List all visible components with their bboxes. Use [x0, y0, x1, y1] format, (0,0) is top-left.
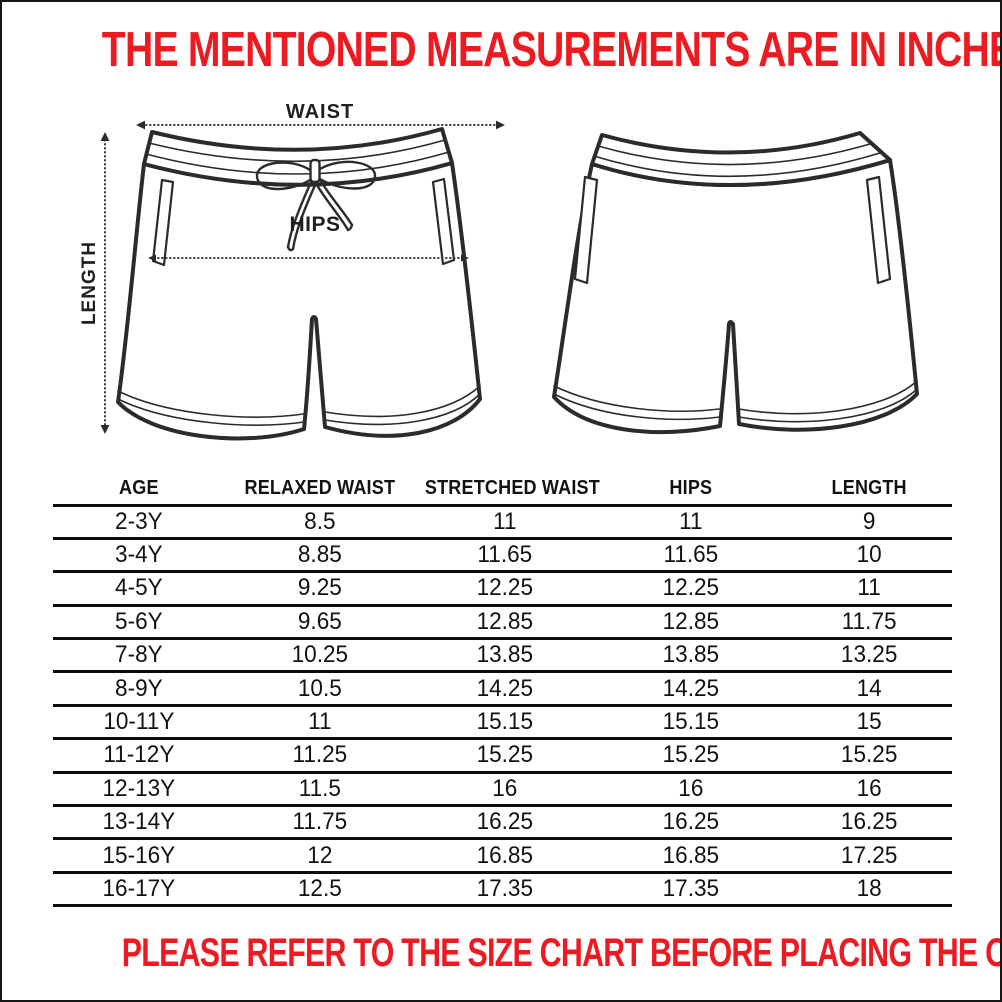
value-cell: 15.15 [476, 708, 534, 736]
value-cell: 16 [492, 774, 518, 802]
page-title: THE MENTIONED MEASUREMENTS ARE IN INCHES [101, 23, 1002, 77]
value-cell: 11 [679, 507, 703, 535]
age-cell: 12-13Y [102, 774, 176, 802]
waist-measure-arrow [136, 120, 505, 130]
shorts-diagram: WAIST LENGTH HIPS [79, 101, 919, 441]
value-cell: 9 [862, 507, 876, 535]
size-chart-table: AGE RELAXED WAIST STRETCHED WAIST HIPS LENGT… [53, 473, 952, 908]
age-cell: 13-14Y [102, 808, 176, 836]
age-cell: 16-17Y [102, 874, 176, 902]
value-cell: 15.25 [840, 741, 898, 769]
value-cell: 13.85 [476, 641, 534, 669]
value-cell: 16 [856, 774, 882, 802]
value-cell: 14.25 [476, 674, 534, 702]
value-cell: 14.25 [662, 674, 720, 702]
value-cell: 12 [306, 841, 333, 869]
back-right-pocket [865, 175, 892, 285]
table-row: 11-12Y 11.25 15.25 15.25 15.25 [53, 740, 952, 774]
value-cell: 11.75 [292, 808, 347, 836]
value-cell: 18 [856, 874, 882, 902]
value-cell: 11.5 [298, 774, 341, 802]
value-cell: 12.25 [476, 574, 534, 602]
table-row: 4-5Y 9.25 12.25 12.25 11 [53, 573, 952, 607]
value-cell: 14 [856, 674, 882, 702]
table-row: 2-3Y 8.5 11 11 9 [53, 507, 952, 540]
value-cell: 15 [856, 708, 882, 736]
value-cell: 17.25 [840, 841, 898, 869]
table-body: 2-3Y 8.5 11 11 9 3-4Y 8.85 11.65 11.65 10 4-5Y 9.25… [53, 507, 952, 908]
value-cell: 12.25 [662, 574, 720, 602]
age-cell: 5-6Y [115, 607, 163, 635]
hips-measure-arrow [148, 254, 469, 262]
table-header-row: AGE RELAXED WAIST STRETCHED WAIST HIPS LENGT… [53, 473, 952, 507]
table-row: 8-9Y 10.5 14.25 14.25 14 [53, 673, 952, 707]
footer-note: PLEASE REFER TO THE SIZE CHART BEFORE PL… [121, 931, 1002, 975]
value-cell: 10.25 [291, 641, 348, 669]
value-cell: 10.5 [297, 674, 342, 702]
value-cell: 15.25 [476, 741, 534, 769]
age-cell: 10-11Y [103, 708, 175, 736]
column-header: HIPS [669, 476, 713, 500]
age-cell: 11-12Y [103, 741, 175, 769]
value-cell: 13.25 [840, 641, 898, 669]
value-cell: 11 [307, 708, 332, 736]
value-cell: 16.85 [476, 841, 534, 869]
age-cell: 3-4Y [115, 541, 163, 569]
value-cell: 8.85 [297, 541, 342, 569]
value-cell: 16 [678, 774, 704, 802]
value-cell: 11.65 [663, 541, 719, 569]
value-cell: 16.25 [840, 808, 898, 836]
value-cell: 16.85 [662, 841, 720, 869]
age-cell: 2-3Y [115, 507, 163, 535]
value-cell: 13.85 [662, 641, 720, 669]
table-row: 16-17Y 12.5 17.35 17.35 18 [53, 874, 952, 908]
table-row: 12-13Y 11.5 16 16 16 [53, 774, 952, 808]
value-cell: 15.25 [662, 741, 720, 769]
table-row: 10-11Y 11 15.15 15.15 15 [53, 707, 952, 741]
column-header: AGE [119, 476, 159, 500]
value-cell: 9.65 [297, 607, 342, 635]
value-cell: 8.5 [303, 507, 336, 535]
value-cell: 12.85 [476, 607, 534, 635]
value-cell: 15.15 [662, 708, 720, 736]
drawstring-bow [255, 158, 377, 252]
age-cell: 15-16Y [102, 841, 176, 869]
back-left-pocket [573, 175, 599, 285]
length-measure-arrow [100, 132, 110, 434]
column-header: LENGTH [831, 476, 907, 500]
hips-label: HIPS [289, 213, 340, 236]
column-header: STRETCHED WAIST [425, 476, 601, 500]
value-cell: 11.65 [477, 541, 533, 569]
table-row: 13-14Y 11.75 16.25 16.25 16.25 [53, 807, 952, 841]
column-header: RELAXED WAIST [244, 476, 395, 500]
table-row: 3-4Y 8.85 11.65 11.65 10 [53, 540, 952, 574]
value-cell: 12.85 [662, 607, 720, 635]
value-cell: 12.5 [297, 874, 342, 902]
value-cell: 10 [856, 541, 882, 569]
value-cell: 11.75 [841, 607, 897, 635]
value-cell: 16.25 [476, 808, 534, 836]
value-cell: 16.25 [662, 808, 720, 836]
value-cell: 11 [857, 574, 881, 602]
front-shorts-drawing [116, 127, 482, 441]
table-row: 15-16Y 12 16.85 16.85 17.25 [53, 840, 952, 874]
value-cell: 11 [493, 507, 517, 535]
back-shorts-drawing [552, 131, 919, 435]
value-cell: 9.25 [297, 574, 342, 602]
waist-label: WAIST [286, 101, 354, 123]
value-cell: 17.35 [476, 874, 534, 902]
table-row: 5-6Y 9.65 12.85 12.85 11.75 [53, 607, 952, 641]
age-cell: 4-5Y [115, 574, 163, 602]
age-cell: 7-8Y [115, 641, 163, 669]
value-cell: 11.25 [292, 741, 347, 769]
table-row: 7-8Y 10.25 13.85 13.85 13.25 [53, 640, 952, 674]
value-cell: 17.35 [662, 874, 720, 902]
age-cell: 8-9Y [115, 674, 163, 702]
front-left-pocket [151, 178, 175, 267]
length-label: LENGTH [79, 241, 100, 325]
front-right-pocket [431, 177, 456, 266]
